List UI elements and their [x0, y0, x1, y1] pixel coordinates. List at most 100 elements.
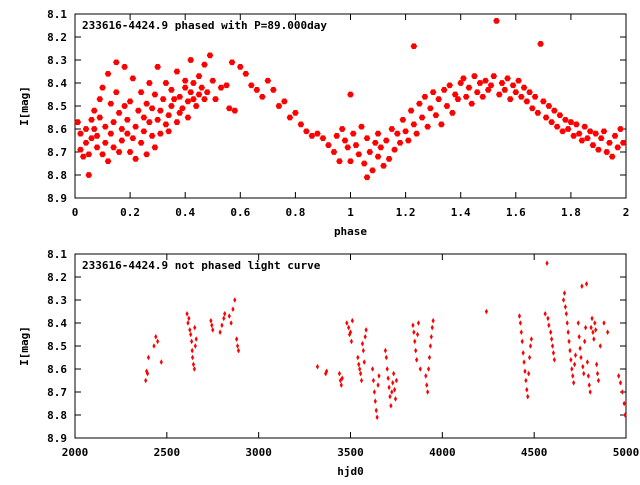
x-tick-label: 1 [347, 206, 354, 219]
data-point [566, 329, 570, 335]
data-point [102, 139, 109, 146]
data-point [549, 329, 553, 335]
data-point [429, 334, 433, 340]
data-point [135, 107, 142, 114]
data-point [415, 331, 420, 338]
data-point [431, 317, 435, 324]
data-point [427, 105, 434, 112]
data-point [411, 322, 415, 329]
data-point [82, 139, 90, 146]
data-point [145, 368, 149, 375]
data-point [275, 103, 283, 109]
data-point [585, 359, 590, 365]
data-point [104, 70, 112, 77]
y-axis-label: I[mag] [18, 326, 31, 366]
x-tick-label: 1.8 [561, 206, 581, 219]
data-point [578, 137, 586, 144]
data-point [443, 103, 451, 109]
data-point [143, 100, 150, 107]
data-point [233, 297, 237, 303]
data-point [176, 110, 183, 116]
y-tick-label: 8.7 [47, 386, 67, 399]
data-point [193, 324, 197, 331]
data-point [222, 315, 226, 322]
x-tick-label: 2500 [154, 446, 181, 459]
data-point [591, 329, 595, 335]
data-point [77, 130, 84, 137]
data-point [498, 80, 506, 86]
data-point [451, 91, 459, 98]
data-point [115, 110, 123, 116]
data-point [392, 370, 396, 377]
data-point [387, 384, 391, 391]
data-point [79, 153, 87, 160]
data-point [618, 380, 623, 386]
data-point [424, 373, 428, 379]
data-point [366, 149, 374, 155]
data-point [341, 137, 349, 144]
data-point [113, 59, 120, 66]
data-point [515, 77, 522, 84]
data-point [99, 84, 106, 91]
data-point [339, 382, 343, 388]
data-point [217, 84, 225, 91]
data-point [192, 366, 196, 372]
data-point [432, 112, 440, 119]
data-point [228, 59, 236, 66]
data-point [529, 336, 534, 342]
data-point [396, 139, 404, 146]
data-point [580, 283, 584, 289]
plot-frame [74, 13, 627, 199]
data-point [159, 96, 167, 102]
data-point [82, 126, 90, 132]
data-point [209, 77, 217, 84]
data-point [195, 73, 203, 79]
data-point [415, 357, 419, 363]
data-point [140, 114, 148, 121]
data-point [148, 133, 156, 139]
data-point [210, 322, 214, 329]
data-point [115, 149, 123, 155]
data-point [460, 75, 467, 82]
data-point [102, 123, 109, 130]
data-point [145, 370, 150, 377]
data-point [392, 386, 397, 393]
data-point [490, 73, 498, 79]
data-point [543, 311, 547, 317]
data-point [181, 77, 189, 84]
data-point [594, 327, 598, 333]
data-point [347, 91, 354, 98]
x-tick-label: 5000 [613, 446, 640, 459]
data-point [206, 52, 214, 59]
y-tick-label: 8.6 [47, 363, 67, 376]
data-point [185, 311, 189, 317]
data-point [377, 373, 381, 379]
y-axis-label: I[mag] [18, 86, 31, 126]
data-point [165, 112, 172, 119]
data-point [572, 380, 576, 386]
data-point [563, 304, 567, 310]
data-point [347, 158, 354, 165]
data-point [385, 156, 393, 162]
data-point [425, 382, 429, 388]
data-point [428, 343, 432, 349]
data-point [129, 75, 137, 82]
data-point [501, 87, 509, 93]
data-point [383, 347, 387, 354]
data-point [473, 89, 481, 96]
data-point [602, 320, 606, 326]
data-point [74, 119, 82, 125]
data-point [237, 64, 244, 70]
data-point [96, 96, 104, 102]
data-point [154, 334, 158, 340]
data-point [592, 336, 596, 342]
data-point [413, 130, 420, 137]
data-point [333, 133, 341, 139]
data-point [537, 41, 544, 47]
data-point [168, 87, 175, 93]
data-point [512, 89, 520, 96]
data-point [413, 338, 417, 345]
data-point [360, 340, 365, 347]
data-point [187, 315, 191, 322]
data-point [363, 174, 371, 181]
